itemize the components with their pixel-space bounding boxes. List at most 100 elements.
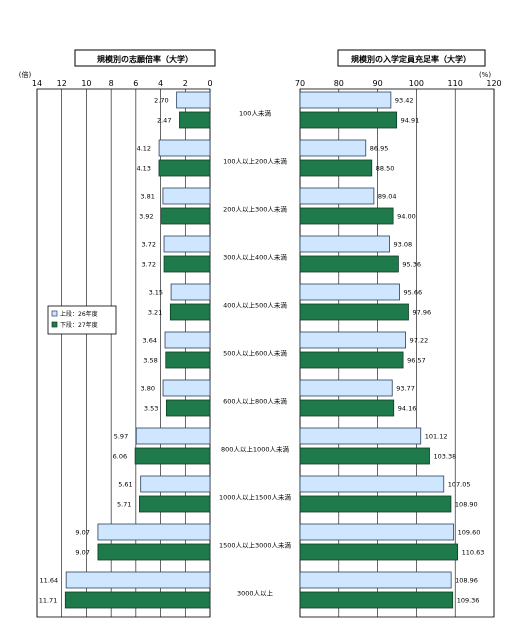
left-x-tick-label: 0 — [207, 79, 212, 88]
left-bar-top — [176, 91, 211, 109]
right-data-label: 108.96 — [455, 577, 478, 585]
category-label: 300人以上400人未満 — [223, 253, 287, 262]
right-data-label: 108.90 — [455, 501, 478, 509]
left-x-tick-label: 4 — [158, 79, 163, 88]
right-data-label: 95.66 — [404, 289, 423, 297]
category-label: 100人未満 — [239, 109, 271, 118]
left-bar-top — [140, 475, 211, 493]
legend-swatch-top — [51, 310, 58, 317]
left-bar-bottom — [134, 447, 211, 465]
right-bar-bottom — [299, 447, 430, 465]
left-x-tick-label: 10 — [81, 79, 91, 88]
right-x-tick-label: 120 — [486, 79, 501, 88]
left-bar-bottom — [165, 351, 211, 369]
right-bar-bottom — [299, 159, 373, 177]
left-data-label: 3.21 — [148, 309, 162, 317]
left-bar-top — [164, 331, 211, 349]
left-bar-top — [97, 523, 211, 541]
right-data-label: 103.38 — [434, 453, 457, 461]
left-data-label: 11.71 — [39, 597, 58, 605]
right-data-label: 89.04 — [378, 193, 397, 201]
left-bar-top — [162, 379, 211, 397]
category-label: 800人以上1000人未満 — [221, 445, 289, 454]
category-label: 3000人以上 — [237, 589, 274, 598]
left-bar-bottom — [163, 255, 211, 273]
right-bar-bottom — [299, 255, 399, 273]
left-bar-top — [135, 427, 211, 445]
left-data-label: 4.12 — [137, 145, 151, 153]
left-data-label: 3.15 — [149, 289, 163, 297]
right-bar-bottom — [299, 303, 409, 321]
right-x-tick-label: 80 — [334, 79, 344, 88]
category-labels: 100人未満 100人以上200人未満 200人以上300人未満 300人以上400人… — [219, 109, 292, 598]
left-bar-top — [65, 571, 211, 589]
category-label: 100人以上200人未満 — [223, 157, 287, 166]
right-bar-top — [299, 523, 455, 541]
right-bar-bottom — [299, 543, 459, 561]
right-data-label: 94.91 — [401, 117, 420, 125]
right-data-label: 96.57 — [407, 357, 426, 365]
left-x-tick-label: 14 — [32, 79, 42, 88]
left-data-label: 9.07 — [75, 549, 89, 557]
left-chart-title: 規模別の志願倍率（大学） — [97, 54, 193, 64]
right-bar-top — [299, 139, 367, 157]
left-x-tick-label: 12 — [57, 79, 67, 88]
right-x-tick-label: 100 — [409, 79, 424, 88]
left-title-box: 規模別の志願倍率（大学） — [74, 49, 216, 67]
left-data-label: 3.64 — [143, 337, 157, 345]
right-bar-top — [299, 235, 390, 253]
left-bar-top — [158, 139, 211, 157]
right-data-label: 97.22 — [410, 337, 429, 345]
right-bar-bottom — [299, 495, 452, 513]
category-label: 600人以上800人未満 — [223, 397, 287, 406]
right-bar-bottom — [299, 399, 395, 417]
right-bar-bottom — [299, 591, 454, 609]
right-plot-area: 70 80 90 100 110 120 93.42 94.91 86.95 88.50 89.04… — [295, 79, 502, 618]
left-bar-bottom — [139, 495, 211, 513]
right-data-label: 88.50 — [376, 165, 395, 173]
left-x-tick-label: 8 — [109, 79, 114, 88]
left-bar-top — [163, 235, 211, 253]
left-data-label: 3.81 — [140, 193, 154, 201]
left-data-label: 4.13 — [136, 165, 150, 173]
right-bar-bottom — [299, 111, 398, 129]
right-data-label: 110.63 — [462, 549, 485, 557]
right-data-label: 109.60 — [458, 529, 481, 537]
left-unit-label: (倍) — [19, 70, 32, 79]
right-data-label: 109.36 — [457, 597, 480, 605]
right-data-label: 101.12 — [425, 433, 448, 441]
right-unit-label: (%) — [479, 71, 491, 79]
right-bar-top — [299, 283, 400, 301]
right-bar-bottom — [299, 351, 404, 369]
legend: 上段：26年度 下段：27年度 — [47, 305, 117, 335]
right-x-tick-label: 90 — [373, 79, 383, 88]
category-label: 500人以上600人未満 — [223, 349, 287, 358]
right-title-box: 規模別の入学定員充足率（大学） — [337, 49, 486, 67]
left-data-label: 5.61 — [118, 481, 132, 489]
right-data-label: 93.77 — [396, 385, 415, 393]
category-label: 1500人以上3000人未満 — [219, 541, 292, 550]
left-data-label: 6.06 — [113, 453, 127, 461]
left-data-label: 3.53 — [144, 405, 158, 413]
left-bar-bottom — [64, 591, 211, 609]
left-data-label: 2.47 — [157, 117, 171, 125]
left-data-label: 3.80 — [141, 385, 155, 393]
right-bar-top — [299, 379, 393, 397]
right-bar-top — [299, 331, 407, 349]
left-bar-bottom — [97, 543, 211, 561]
right-bar-top — [299, 427, 422, 445]
left-x-tick-label: 2 — [183, 79, 188, 88]
right-bar-bottom — [299, 207, 394, 225]
left-plot-area: 14 12 10 8 6 4 2 0 2.70 2.47 4.12 4.13 3.81 3.92 3.72 3… — [32, 79, 213, 618]
right-x-tick-label: 110 — [448, 79, 463, 88]
right-x-tick-label: 70 — [295, 79, 305, 88]
left-bar-bottom — [161, 207, 211, 225]
right-chart-title: 規模別の入学定員充足率（大学） — [351, 54, 471, 64]
left-x-tick-label: 6 — [133, 79, 138, 88]
right-data-label: 93.42 — [395, 97, 414, 105]
right-data-label: 95.36 — [402, 261, 421, 269]
right-bar-top — [299, 475, 445, 493]
right-data-label: 94.16 — [398, 405, 417, 413]
right-bar-top — [299, 571, 452, 589]
